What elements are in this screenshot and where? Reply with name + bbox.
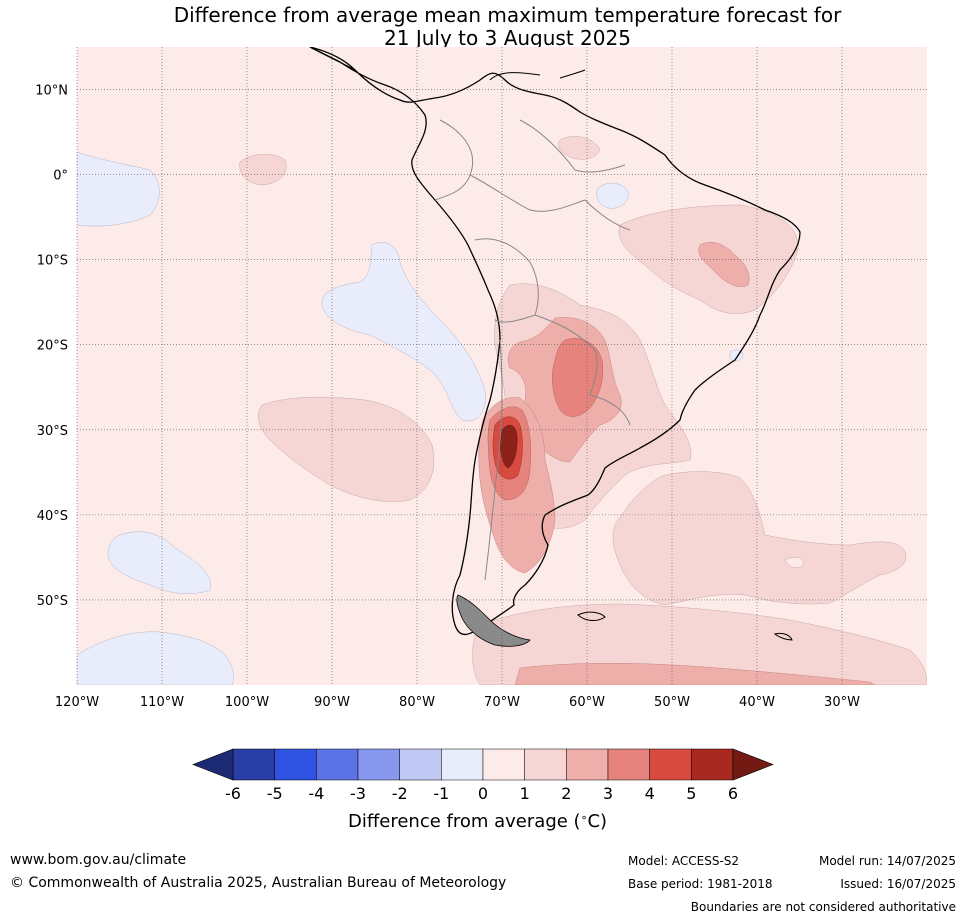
latitude-label: 10°S (37, 254, 68, 269)
latitude-label: 40°S (37, 509, 68, 524)
longitude-label: 40°W (739, 695, 775, 710)
latitude-labels: 10°N 0° 10°S 20°S 30°S 40°S 50°S (35, 84, 68, 609)
footer-copyright: © Commonwealth of Australia 2025, Austra… (10, 875, 507, 891)
colorbar-title: Difference from average (∘C) (348, 811, 607, 832)
colorbar-tick-label: -3 (350, 784, 366, 803)
latitude-label: 50°S (37, 594, 68, 609)
colorbar-ticks: -6 -5 -4 -3 -2 -1 0 1 2 3 4 5 6 (225, 784, 738, 803)
footer-issued: Issued: 16/07/2025 (840, 877, 956, 891)
colorbar-tick-label: 0 (478, 784, 488, 803)
coastline-falklands (577, 611, 606, 621)
footer-disclaimer: Boundaries are not considered authoritat… (690, 900, 956, 914)
colorbar-segment (691, 748, 734, 781)
country-border (494, 314, 536, 323)
chart-title: Difference from average mean maximum tem… (0, 4, 965, 50)
longitude-label: 50°W (654, 695, 690, 710)
colorbar-segment (357, 748, 400, 781)
anomaly-region-warm-1 (258, 396, 435, 502)
longitude-label: 110°W (140, 695, 184, 710)
colorbar-tick-label: 4 (645, 784, 655, 803)
coastline-tierra-del-fuego (456, 594, 531, 647)
colorbar-segment (607, 748, 650, 781)
footer-website: www.bom.gov.au/climate (10, 852, 187, 868)
anomaly-region-cool (596, 182, 629, 209)
latitude-label: 0° (53, 169, 68, 184)
longitude-label: 80°W (399, 695, 435, 710)
colorbar-segment (524, 748, 567, 781)
latitude-label: 20°S (37, 339, 68, 354)
country-border (589, 394, 631, 426)
title-line-1: Difference from average mean maximum tem… (173, 3, 842, 27)
anomaly-region-cool (784, 557, 804, 568)
country-border (519, 119, 626, 173)
colorbar-tick-label: 1 (520, 784, 530, 803)
colorbar-tick-label: 5 (686, 784, 696, 803)
anomaly-region-warm-1 (612, 471, 907, 606)
colorbar-tick-label: -1 (433, 784, 449, 803)
latitude-label: 30°S (37, 424, 68, 439)
anomaly-region-cool (107, 531, 212, 594)
colorbar-tick-label: -5 (267, 784, 283, 803)
colorbar-segment (441, 748, 484, 781)
longitude-labels: 120°W 110°W 100°W 90°W 80°W 70°W 60°W 50°W 40°W 3… (55, 695, 860, 710)
colorbar-segment (649, 748, 692, 781)
country-border (534, 314, 598, 396)
country-border (474, 238, 539, 316)
country-border (484, 339, 503, 581)
colorbar-tick-label: -6 (225, 784, 241, 803)
longitude-label: 100°W (225, 695, 269, 710)
footer-model-run: Model run: 14/07/2025 (818, 854, 956, 868)
longitude-label: 30°W (824, 695, 860, 710)
longitude-label: 120°W (55, 695, 99, 710)
colorbar-segment (399, 748, 442, 781)
colorbar-segment (232, 748, 275, 781)
colorbar-segment (274, 748, 317, 781)
coastline-south-america (309, 47, 801, 636)
colorbar-tick-label: -4 (308, 784, 324, 803)
coastline-south-georgia (773, 632, 793, 641)
graticule (76, 47, 927, 685)
footer-model: Model: ACCESS-S2 (628, 854, 740, 868)
country-border (469, 174, 586, 212)
colorbar-tick-label: -2 (392, 784, 408, 803)
borders-layer (434, 119, 631, 581)
colorbar-segment (566, 748, 609, 781)
anomaly-region-warm-2 (514, 662, 876, 685)
anomaly-region-cool (77, 151, 160, 227)
anomaly-region-warm-3 (552, 338, 604, 417)
longitude-label: 90°W (314, 695, 350, 710)
colorbar-segment (316, 748, 359, 781)
anomaly-region-cool (321, 242, 486, 422)
longitude-label: 60°W (569, 695, 605, 710)
colorbar-tick-label: 3 (603, 784, 613, 803)
latitude-label: 10°N (35, 84, 68, 99)
degree-symbol: ∘ (581, 811, 588, 824)
colorbar-under-arrow (192, 748, 234, 781)
anomaly-region-warm-5 (499, 424, 518, 469)
anomaly-region-warm-1 (239, 154, 287, 186)
coastline-layer (309, 47, 801, 647)
longitude-label: 70°W (484, 695, 520, 710)
colorbar-segment (482, 748, 525, 781)
country-border (434, 119, 474, 201)
anomaly-region-warm-2 (698, 241, 750, 287)
anomaly-region-warm-1 (558, 136, 601, 160)
title-line-2: 21 July to 3 August 2025 (384, 26, 631, 50)
footer-base-period: Base period: 1981-2018 (628, 877, 773, 891)
anomaly-region-cool (77, 631, 234, 685)
country-border (584, 199, 631, 231)
colorbar-tick-label: 2 (561, 784, 571, 803)
colorbar-over-arrow (732, 748, 774, 781)
coastline-caribbean-islands (489, 69, 586, 81)
colorbar (192, 748, 774, 781)
colorbar-tick-label: 6 (728, 784, 738, 803)
coastline-central-america (309, 47, 356, 71)
